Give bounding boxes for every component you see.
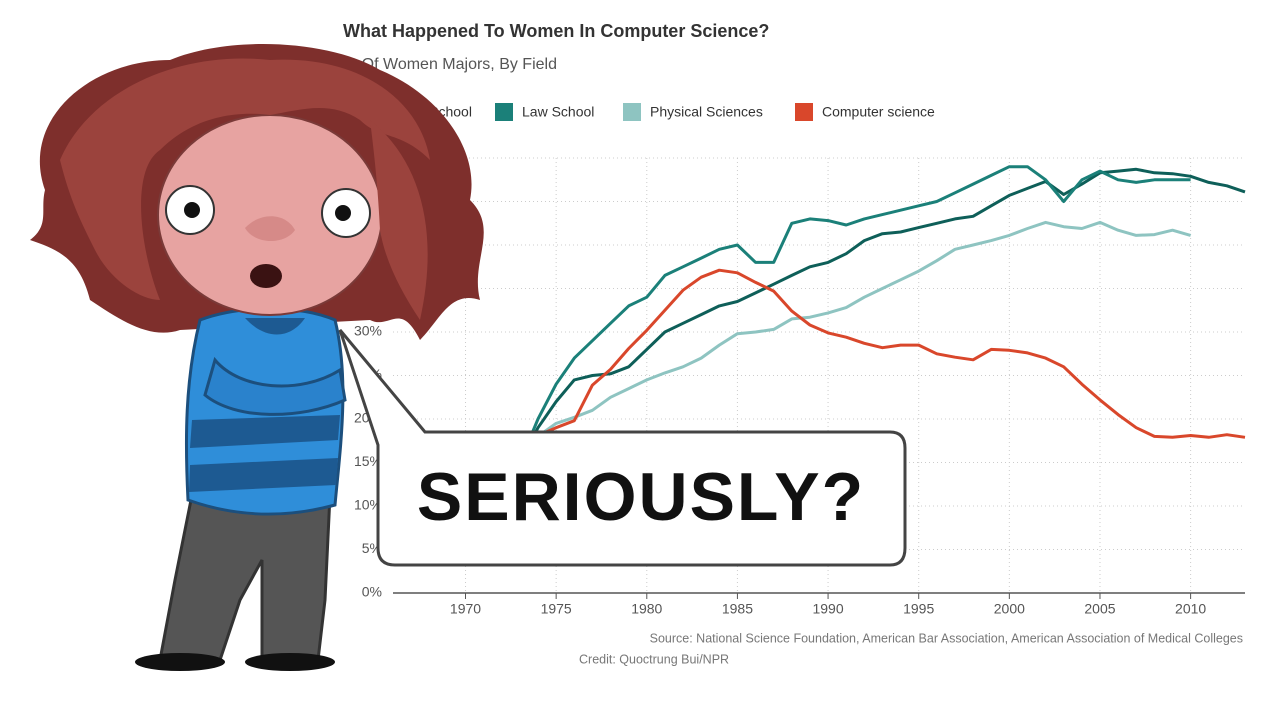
y-tick-label: 0%	[362, 584, 382, 600]
series-line	[464, 165, 1191, 548]
series-line	[465, 268, 1246, 477]
stripes	[189, 415, 340, 492]
x-tick-label: 1980	[631, 601, 662, 617]
x-tick-label: 1970	[450, 601, 481, 617]
x-tick-label: 1975	[541, 601, 572, 617]
plot: What Happened To Women In Computer Scien…	[343, 21, 1246, 666]
nose	[245, 216, 295, 242]
pants	[158, 493, 332, 662]
legend-label: Physical Sciences	[650, 104, 763, 120]
x-tick-label: 2000	[994, 601, 1025, 617]
legend-swatch	[495, 103, 513, 121]
x-tick-label: 1985	[722, 601, 753, 617]
hair-front	[60, 58, 430, 300]
series-line	[465, 220, 1192, 475]
pupil	[184, 202, 200, 218]
x-tick-label: 1990	[812, 601, 843, 617]
cartoon	[30, 43, 484, 671]
legend-swatch	[623, 103, 641, 121]
credit: Credit: Quoctrung Bui/NPR	[579, 652, 729, 666]
legend-label: Computer science	[822, 104, 935, 120]
legend-label: Law School	[522, 104, 594, 120]
shoe	[245, 653, 335, 671]
x-tick-label: 1995	[903, 601, 934, 617]
chart-subtitle: % Of Women Majors, By Field	[343, 56, 557, 73]
shoe	[135, 653, 225, 671]
source: Source: National Science Foundation, Ame…	[650, 631, 1243, 645]
x-tick-label: 2005	[1084, 601, 1115, 617]
annotation: SERIOUSLY?	[417, 459, 865, 535]
series-line	[464, 167, 1246, 517]
y-tick-label: 30%	[354, 323, 382, 339]
bubble-shape	[338, 329, 907, 567]
y-tick-label: 15%	[354, 453, 382, 469]
chart-title: What Happened To Women In Computer Scien…	[343, 21, 769, 41]
x-tick-label: 2010	[1175, 601, 1206, 617]
speech-bubble: SERIOUSLY?	[338, 329, 907, 567]
y-tick-label: 10%	[354, 497, 382, 513]
hair-side	[370, 120, 428, 320]
pupil	[335, 205, 351, 221]
arms	[203, 356, 347, 416]
legend-swatch	[795, 103, 813, 121]
mouth	[250, 264, 282, 288]
collar	[245, 318, 305, 335]
